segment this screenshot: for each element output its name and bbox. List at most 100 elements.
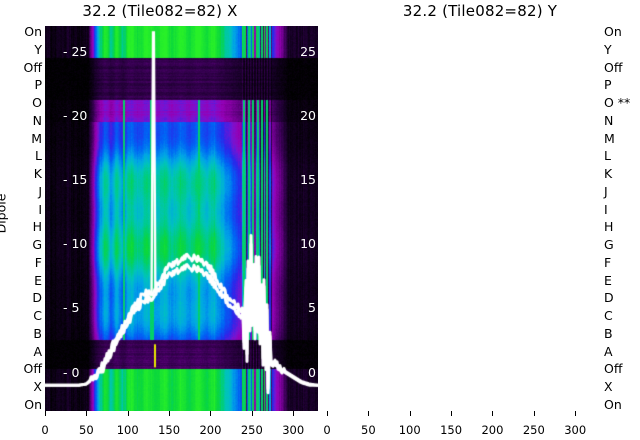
dipole-right-l-7: L bbox=[604, 148, 611, 164]
panel-x-ytick-10: - 10 bbox=[63, 236, 88, 252]
xtick-label-y-50: 50 bbox=[361, 423, 376, 437]
panel-x-ytick-right-0: 0 bbox=[308, 364, 316, 380]
panel-y-ytick-right-25: 25 bbox=[582, 43, 598, 59]
panel-y: 32.2 (Tile082=82) Y 0 50 100 150 200 250 300 bbox=[320, 0, 640, 440]
dipole-left-o-4: O bbox=[32, 95, 42, 111]
dipole-left-f-13: F bbox=[34, 254, 42, 270]
xtick-mark-x-250 bbox=[251, 411, 253, 416]
panel-x-ytick-right-5: 5 bbox=[308, 300, 316, 316]
xtick-label-x-200: 200 bbox=[199, 423, 222, 437]
xtick-label-y-250: 250 bbox=[522, 423, 545, 437]
panel-y-ytick-15: - 15 bbox=[345, 172, 370, 187]
xtick-label-y-0: 0 bbox=[323, 423, 331, 437]
xtick-label-x-100: 100 bbox=[116, 423, 139, 437]
panel-y-ytick-right-15: 15 bbox=[582, 172, 598, 187]
dipole-right-off-19: Off bbox=[604, 361, 623, 377]
panel-y-ytick-5: - 5 bbox=[345, 300, 362, 316]
dipole-right-p-3: P bbox=[604, 77, 612, 93]
xtick-mark-y-250 bbox=[533, 411, 535, 416]
panel-y-ytick-right-5: 5 bbox=[590, 300, 598, 316]
dipole-right-h-11: H bbox=[604, 219, 614, 235]
dipole-left-off-2: Off bbox=[23, 59, 42, 75]
panel-x: 32.2 (Tile082=82) X 0 50 100 150 200 250 300 bbox=[0, 2, 320, 440]
panel-y-ytick-right-10: 10 bbox=[582, 236, 598, 252]
right-dipole-axis: On Y Off P O ** N M L K J I H G F E D C B A Off X On bbox=[604, 0, 638, 440]
xtick-label-x-0: 0 bbox=[41, 423, 49, 437]
xtick-label-y-300: 300 bbox=[564, 423, 587, 437]
dipole-right-i-10: I bbox=[604, 201, 608, 217]
panel-x-ytick-5: - 5 bbox=[63, 300, 80, 316]
panel-x-ytick-right-20: 20 bbox=[300, 107, 316, 123]
xtick-label-y-100: 100 bbox=[398, 423, 421, 437]
dipole-right-on-0: On bbox=[604, 24, 622, 39]
xtick-mark-y-50 bbox=[368, 411, 370, 416]
dipole-left-y-1: Y bbox=[34, 41, 42, 57]
panel-x-ytick-right-15: 15 bbox=[300, 172, 316, 187]
panel-y-ytick-right-0: 0 bbox=[590, 364, 598, 380]
dipole-left-e-14: E bbox=[34, 272, 42, 288]
dipole-right-c-16: C bbox=[604, 308, 613, 324]
dipole-right-k-8: K bbox=[604, 166, 613, 182]
dipole-left-x-20: X bbox=[33, 379, 42, 395]
dipole-right-on-21: On bbox=[604, 397, 622, 412]
xtick-mark-x-100 bbox=[127, 411, 129, 416]
panel-y-ytick-25: - 25 bbox=[345, 43, 370, 59]
dipole-left-on-0: On bbox=[24, 24, 42, 39]
dipole-left-k-8: K bbox=[33, 166, 42, 182]
dipole-right-d-15: D bbox=[604, 290, 614, 306]
dipole-left-i-10: I bbox=[38, 201, 42, 217]
dipole-left-on-21: On bbox=[24, 397, 42, 412]
xtick-mark-x-0 bbox=[45, 411, 46, 416]
panel-y-title: 32.2 (Tile082=82) Y bbox=[402, 2, 558, 20]
dipole-right-b-17: B bbox=[604, 325, 613, 341]
dipole-left-j-9: J bbox=[38, 183, 42, 199]
xtick-mark-y-200 bbox=[492, 411, 494, 416]
panel-x-x-axis: 0 50 100 150 200 250 300 bbox=[0, 411, 320, 440]
dipole-left-h-11: H bbox=[32, 219, 42, 235]
panel-x-ytick-right-25: 25 bbox=[300, 43, 316, 59]
xtick-label-x-50: 50 bbox=[79, 423, 94, 437]
left-dipole-axis: On Y Off P O N M L K J I H G F E D C B A Off X On bbox=[8, 0, 42, 440]
xtick-mark-y-300 bbox=[575, 411, 577, 416]
xtick-label-x-300: 300 bbox=[282, 423, 305, 437]
panel-x-ytick-25: - 25 bbox=[63, 43, 88, 59]
xtick-mark-x-150 bbox=[169, 411, 171, 416]
xtick-label-x-150: 150 bbox=[158, 423, 181, 437]
dipole-left-a-18: A bbox=[33, 343, 42, 359]
panel-x-ytick-right-10: 10 bbox=[300, 236, 316, 252]
dipole-left-n-5: N bbox=[32, 112, 42, 128]
panel-x-plot-area[interactable] bbox=[45, 26, 318, 411]
panel-x-ytick-20: - 20 bbox=[63, 107, 88, 123]
panel-y-x-axis: 0 50 100 150 200 250 300 bbox=[320, 411, 640, 440]
xtick-label-y-150: 150 bbox=[440, 423, 463, 437]
dipole-right-n-5: N bbox=[604, 112, 614, 128]
dipole-right-m-6: M bbox=[604, 130, 615, 146]
xtick-mark-y-0 bbox=[327, 411, 328, 416]
xtick-mark-y-150 bbox=[451, 411, 453, 416]
dipole-left-m-6: M bbox=[31, 130, 42, 146]
dipole-right-e-14: E bbox=[604, 272, 612, 288]
dipole-right-o-4: O ** bbox=[604, 95, 631, 111]
xtick-mark-x-50 bbox=[86, 411, 88, 416]
dipole-right-f-13: F bbox=[604, 254, 612, 270]
xtick-label-y-200: 200 bbox=[481, 423, 504, 437]
dipole-right-g-12: G bbox=[604, 237, 614, 253]
dipole-right-x-20: X bbox=[604, 379, 613, 395]
dipole-right-y-1: Y bbox=[604, 41, 612, 57]
dipole-left-p-3: P bbox=[34, 77, 42, 93]
xtick-mark-x-300 bbox=[293, 411, 295, 416]
panel-y-ytick-20: - 20 bbox=[345, 107, 370, 123]
xtick-mark-y-100 bbox=[409, 411, 411, 416]
panel-y-ytick-right-20: 20 bbox=[582, 107, 598, 123]
panel-y-ytick-0: - 0 bbox=[345, 364, 362, 380]
dipole-left-off-19: Off bbox=[23, 361, 42, 377]
dipole-left-g-12: G bbox=[32, 237, 42, 253]
dipole-left-l-7: L bbox=[35, 148, 42, 164]
dipole-left-c-16: C bbox=[33, 308, 42, 324]
dipole-left-d-15: D bbox=[32, 290, 42, 306]
dipole-right-off-2: Off bbox=[604, 59, 623, 75]
xtick-mark-x-200 bbox=[210, 411, 212, 416]
dipole-right-a-18: A bbox=[604, 343, 613, 359]
panel-x-title: 32.2 (Tile082=82) X bbox=[82, 2, 238, 20]
dipole-left-b-17: B bbox=[33, 325, 42, 341]
